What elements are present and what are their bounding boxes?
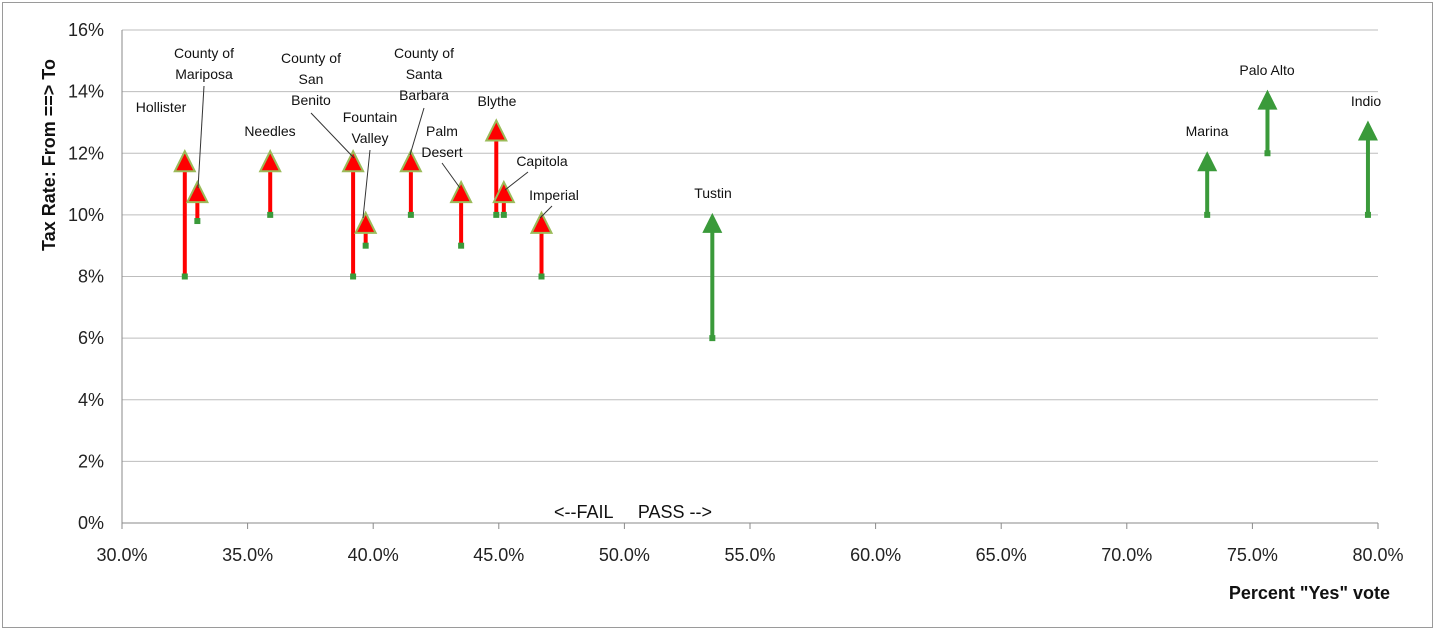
arrow-imperial xyxy=(529,210,554,280)
y-axis: 0% 2% 4% 6% 8% 10% 12% 14% 16% xyxy=(68,20,123,533)
from-marker xyxy=(1264,150,1271,157)
label-hollister: Hollister xyxy=(136,99,187,115)
label-capitola: Capitola xyxy=(516,153,568,169)
arrow-head xyxy=(1257,89,1278,110)
from-marker xyxy=(1364,211,1371,218)
y-tick-label: 4% xyxy=(78,390,104,410)
arrow-head xyxy=(185,179,209,204)
from-marker xyxy=(709,335,716,342)
arrow-head xyxy=(354,210,378,234)
leader-line xyxy=(539,205,553,219)
from-marker xyxy=(538,273,545,280)
label-tustin: Tustin xyxy=(694,185,732,201)
arrow-head xyxy=(484,118,508,142)
label-palm-desert: Palm Desert xyxy=(421,123,462,160)
y-tick-label: 14% xyxy=(68,82,104,102)
arrow-head xyxy=(702,212,723,233)
x-axis: 30.0% 35.0% 40.0% 45.0% 50.0% 55.0% 60.0% 65.0%… xyxy=(96,523,1404,565)
y-tick-label: 12% xyxy=(68,143,104,163)
arrow-needles xyxy=(258,149,282,218)
arrow-palo-alto xyxy=(1257,89,1278,157)
label-marina: Marina xyxy=(1186,123,1229,139)
arrow-head xyxy=(399,149,423,173)
x-tick-label: 40.0% xyxy=(348,545,399,565)
from-marker xyxy=(493,211,500,218)
from-marker xyxy=(267,211,274,218)
arrow-head xyxy=(492,179,516,204)
arrow-palm-desert xyxy=(449,179,473,249)
x-tick-label: 35.0% xyxy=(222,545,273,565)
x-tick-label: 65.0% xyxy=(976,545,1027,565)
label-indio: Indio xyxy=(1351,93,1382,109)
gridlines xyxy=(122,29,1378,524)
from-marker xyxy=(194,218,201,225)
label-county-of-san-benito: County of San Benito xyxy=(281,50,341,108)
arrow-head xyxy=(341,149,365,173)
x-tick-label: 50.0% xyxy=(599,545,650,565)
y-axis-title: Tax Rate: From ==> To xyxy=(39,59,59,251)
x-tick-label: 30.0% xyxy=(96,545,147,565)
arrow-head xyxy=(529,210,554,234)
label-fountain-valley: Fountain Valley xyxy=(343,109,397,146)
label-county-of-santa-barbara: County of Santa Barbara xyxy=(394,45,454,103)
y-tick-label: 10% xyxy=(68,205,104,225)
leader-line xyxy=(409,107,425,156)
y-tick-label: 6% xyxy=(78,328,104,348)
label-county-of-mariposa: County of Mariposa xyxy=(174,45,234,82)
x-tick-label: 80.0% xyxy=(1352,545,1403,565)
arrow-head xyxy=(1357,120,1378,141)
x-tick-label: 60.0% xyxy=(850,545,901,565)
arrow-head xyxy=(449,179,473,204)
from-marker xyxy=(500,211,507,218)
from-marker xyxy=(1204,211,1211,218)
x-tick-label: 55.0% xyxy=(724,545,775,565)
arrow-head xyxy=(173,149,197,173)
x-tick-label: 75.0% xyxy=(1227,545,1278,565)
arrow-fountain-valley xyxy=(354,210,378,249)
y-tick-label: 0% xyxy=(78,513,104,533)
fail-pass-annotation: <--FAIL PASS --> xyxy=(554,502,712,522)
arrow-county-of-santa-barbara xyxy=(399,149,423,218)
arrow-tustin xyxy=(702,212,723,342)
y-tick-label: 16% xyxy=(68,20,104,40)
from-marker xyxy=(407,211,414,218)
arrow-head xyxy=(258,149,282,173)
arrow-marina xyxy=(1197,151,1218,218)
y-tick-label: 2% xyxy=(78,451,104,471)
arrow-indio xyxy=(1357,120,1378,218)
leader-line xyxy=(504,171,529,191)
leader-line xyxy=(441,162,461,189)
arrow-county-of-san-benito xyxy=(341,149,365,280)
arrow-county-of-mariposa xyxy=(185,179,209,225)
x-tick-label: 70.0% xyxy=(1101,545,1152,565)
leader-line xyxy=(310,112,355,159)
x-axis-title: Percent "Yes" vote xyxy=(1229,583,1390,603)
arrow-hollister xyxy=(173,149,197,280)
label-imperial: Imperial xyxy=(529,187,579,203)
arrow-series xyxy=(173,89,1378,342)
x-tick-label: 45.0% xyxy=(473,545,524,565)
from-marker xyxy=(350,273,357,280)
leader-line xyxy=(197,85,205,189)
label-palo-alto: Palo Alto xyxy=(1239,62,1294,78)
from-marker xyxy=(362,242,369,249)
y-tick-label: 8% xyxy=(78,267,104,287)
arrow-capitola xyxy=(492,179,516,218)
from-marker xyxy=(181,273,188,280)
label-needles: Needles xyxy=(244,123,295,139)
arrow-head xyxy=(1197,151,1218,172)
leader-line xyxy=(362,149,371,219)
point-labels: Hollister County of Mariposa Needles County … xyxy=(136,45,1382,219)
label-blythe: Blythe xyxy=(478,93,517,109)
from-marker xyxy=(458,242,465,249)
